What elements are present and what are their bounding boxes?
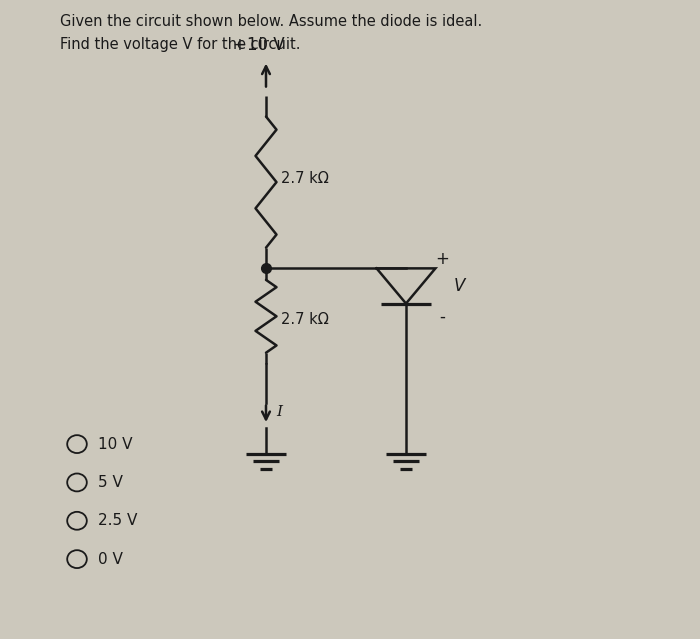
Text: 2.7 kΩ: 2.7 kΩ <box>281 312 329 327</box>
Text: V: V <box>454 277 465 295</box>
Text: 2.5 V: 2.5 V <box>98 513 137 528</box>
Text: +10 V: +10 V <box>233 36 285 54</box>
Text: 2.7 kΩ: 2.7 kΩ <box>281 171 329 187</box>
Text: 5 V: 5 V <box>98 475 123 490</box>
Text: Find the voltage V for the circuit.: Find the voltage V for the circuit. <box>60 37 300 52</box>
Text: Given the circuit shown below. Assume the diode is ideal.: Given the circuit shown below. Assume th… <box>60 14 482 29</box>
Text: 0 V: 0 V <box>98 551 123 567</box>
Text: +: + <box>435 250 449 268</box>
Text: 10 V: 10 V <box>98 436 132 452</box>
Text: I: I <box>276 405 283 419</box>
Text: -: - <box>440 307 445 325</box>
